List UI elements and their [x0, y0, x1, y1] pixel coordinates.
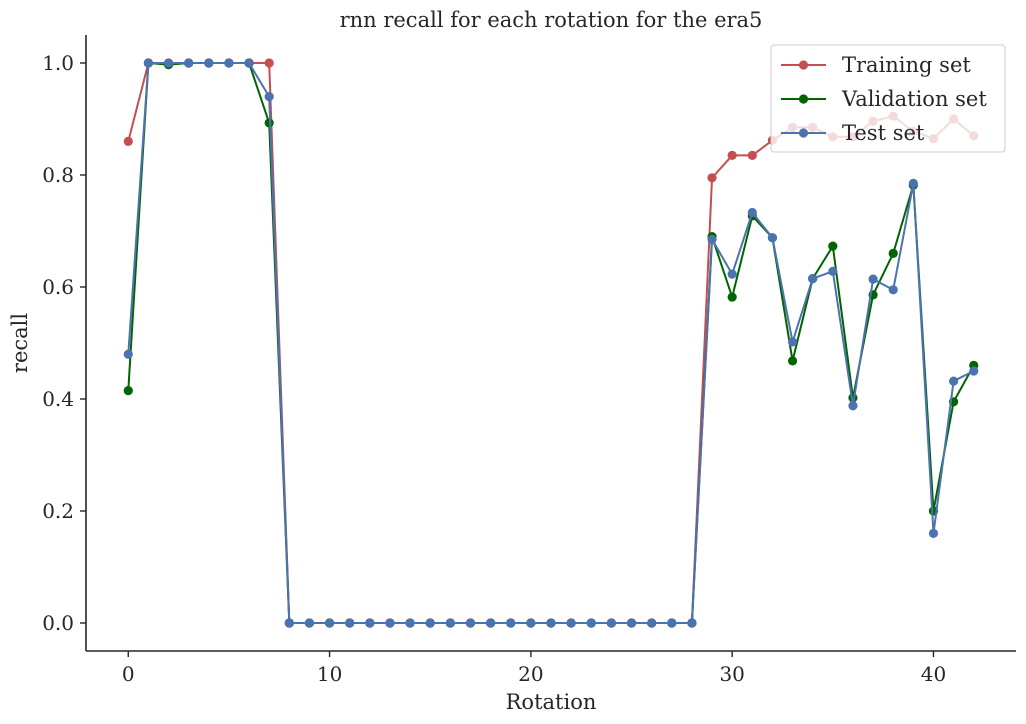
legend-item-training-set: Training set: [781, 53, 971, 77]
data-point-test-set: [123, 349, 133, 359]
data-point-test-set: [405, 618, 415, 628]
x-tick-label: 10: [317, 662, 342, 686]
data-point-validation-set: [727, 292, 737, 302]
x-axis-label: Rotation: [506, 690, 597, 714]
data-point-test-set: [264, 92, 274, 102]
y-tick-label: 0.8: [42, 163, 74, 187]
data-point-test-set: [727, 269, 737, 279]
data-point-test-set: [184, 58, 194, 68]
legend-item-validation-set: Validation set: [781, 87, 987, 111]
y-axis-label: recall: [8, 313, 32, 373]
data-point-test-set: [284, 618, 294, 628]
x-tick-label: 40: [921, 662, 946, 686]
data-point-training-set: [123, 136, 133, 146]
data-point-test-set: [888, 285, 898, 295]
legend-marker-training-set: [798, 60, 809, 70]
legend-label: Test set: [842, 121, 925, 145]
data-point-test-set: [244, 58, 254, 68]
y-tick-label: 0.0: [42, 611, 74, 635]
data-point-test-set: [445, 618, 455, 628]
data-point-test-set: [908, 178, 918, 188]
series-test-set: [123, 58, 979, 628]
data-point-test-set: [848, 401, 858, 411]
legend-label: Training set: [842, 53, 971, 77]
data-point-training-set: [727, 150, 737, 160]
data-point-validation-set: [888, 248, 898, 258]
data-point-test-set: [687, 618, 697, 628]
chart-title: rnn recall for each rotation for the era…: [340, 8, 763, 32]
data-point-test-set: [163, 58, 174, 68]
y-tick-label: 0.2: [42, 499, 74, 523]
legend-marker-validation-set: [798, 94, 809, 104]
data-point-test-set: [586, 618, 596, 628]
data-point-test-set: [345, 618, 355, 628]
data-point-test-set: [606, 618, 616, 628]
y-tick-label: 0.6: [42, 275, 74, 299]
data-point-test-set: [465, 618, 476, 628]
x-tick-label: 0: [122, 662, 135, 686]
data-point-training-set: [747, 150, 757, 160]
data-point-test-set: [667, 618, 677, 628]
data-point-test-set: [486, 618, 496, 628]
data-point-test-set: [365, 618, 375, 628]
data-point-test-set: [928, 528, 939, 539]
data-point-training-set: [707, 173, 717, 183]
data-point-training-set: [264, 58, 274, 68]
data-point-validation-set: [123, 386, 133, 396]
data-point-test-set: [949, 376, 959, 386]
data-point-test-set: [204, 58, 214, 68]
y-tick-label: 0.4: [42, 387, 74, 411]
data-point-validation-set: [787, 356, 798, 366]
legend-marker-test-set: [798, 128, 809, 138]
data-point-test-set: [626, 618, 637, 628]
legend-frame: [770, 44, 1006, 153]
data-point-test-set: [506, 618, 516, 628]
x-tick-label: 30: [719, 662, 744, 686]
axes: [85, 35, 1016, 652]
data-point-test-set: [787, 337, 798, 347]
y-tick-label: 1.0: [42, 51, 74, 75]
x-tick-label: 20: [518, 662, 543, 686]
data-point-test-set: [546, 618, 556, 628]
y-ticks: 0.0 0.2 0.4 0.6 0.8 1.0: [42, 51, 86, 635]
data-point-test-set: [385, 618, 395, 628]
legend-items: Training set Validation set Test set: [781, 53, 987, 145]
data-point-test-set: [324, 618, 335, 628]
data-point-test-set: [224, 58, 234, 68]
data-point-test-set: [767, 233, 778, 243]
legend-item-test-set: Test set: [781, 121, 925, 145]
data-point-test-set: [566, 618, 576, 628]
legend-label: Validation set: [841, 87, 987, 111]
data-point-test-set: [868, 274, 878, 284]
data-point-test-set: [969, 366, 979, 376]
data-point-test-set: [707, 234, 717, 244]
data-point-test-set: [647, 618, 657, 628]
data-point-test-set: [747, 207, 757, 218]
data-point-validation-set: [828, 241, 838, 251]
x-ticks: 0 10 20 30 40: [122, 651, 946, 686]
data-point-test-set: [828, 266, 838, 276]
data-point-test-set: [808, 274, 818, 284]
data-point-test-set: [304, 618, 315, 628]
data-point-test-set: [425, 618, 435, 628]
legend: Training set Validation set Test set: [770, 44, 1006, 153]
data-point-test-set: [526, 618, 536, 628]
data-point-validation-set: [264, 118, 274, 128]
data-point-test-set: [143, 58, 153, 68]
